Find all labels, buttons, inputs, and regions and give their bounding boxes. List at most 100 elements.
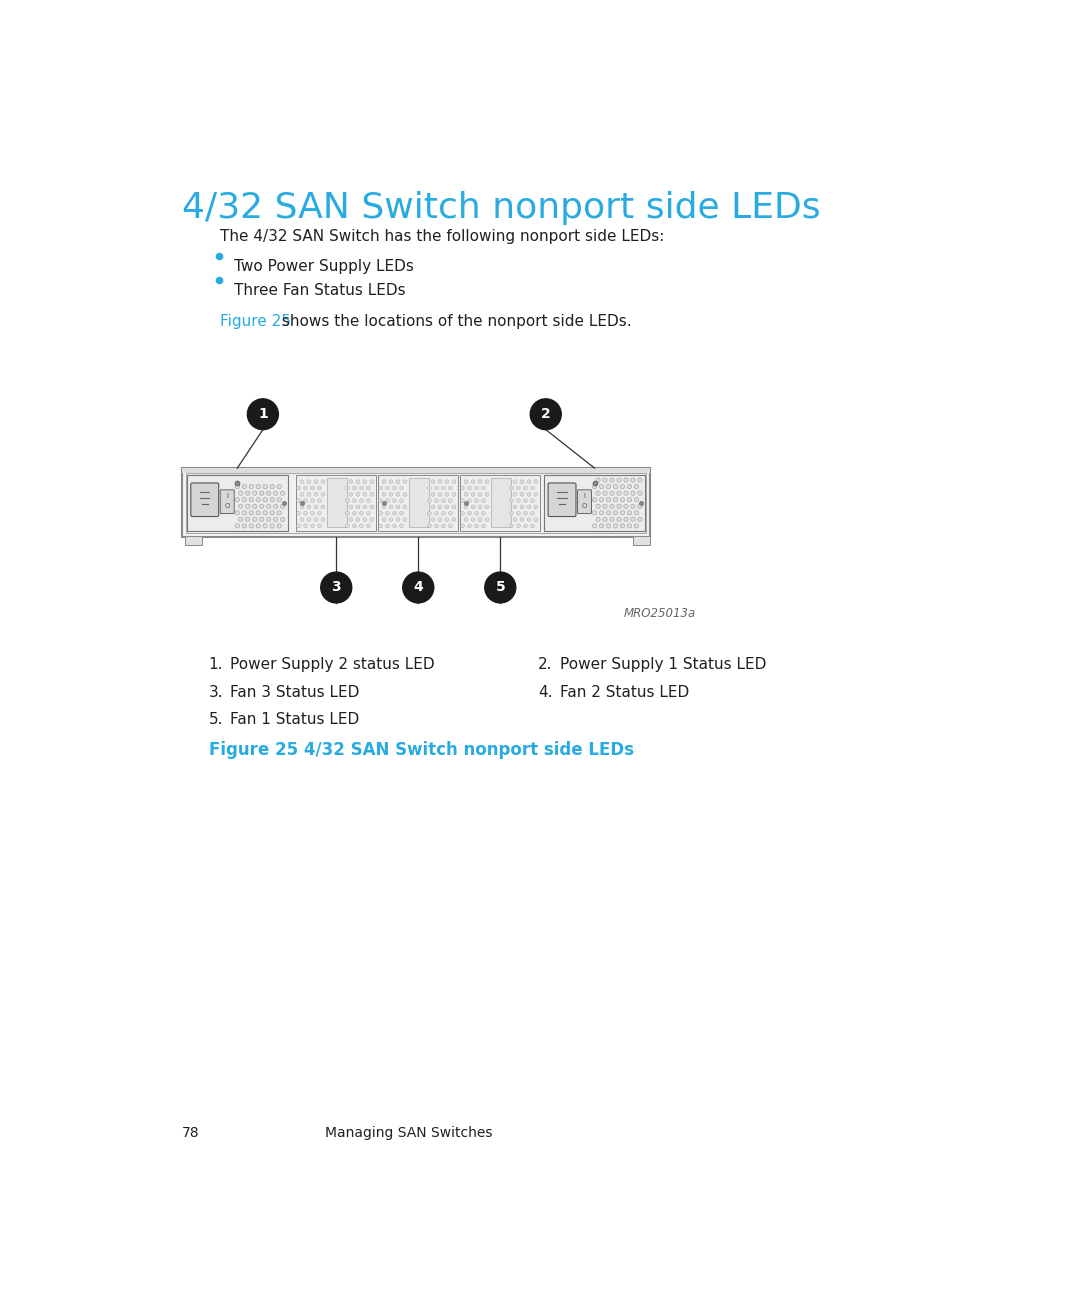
Circle shape [273, 517, 278, 521]
FancyBboxPatch shape [490, 478, 511, 527]
Circle shape [445, 505, 449, 509]
Circle shape [510, 524, 513, 527]
Circle shape [627, 485, 632, 489]
Circle shape [524, 512, 527, 516]
Circle shape [366, 524, 370, 527]
Circle shape [624, 517, 629, 521]
Text: MRO25013a: MRO25013a [623, 607, 696, 619]
FancyBboxPatch shape [181, 468, 650, 538]
Circle shape [448, 499, 453, 503]
Circle shape [593, 524, 597, 527]
Circle shape [471, 505, 475, 509]
Circle shape [606, 511, 610, 515]
Circle shape [403, 480, 407, 483]
Circle shape [624, 478, 629, 482]
Circle shape [389, 505, 393, 509]
Circle shape [392, 499, 396, 503]
Circle shape [307, 505, 311, 509]
Circle shape [352, 486, 356, 490]
Circle shape [478, 492, 482, 496]
Circle shape [620, 485, 624, 489]
Circle shape [627, 498, 632, 502]
Circle shape [281, 504, 285, 508]
Circle shape [396, 492, 400, 496]
Text: Two Power Supply LEDs: Two Power Supply LEDs [234, 259, 414, 273]
Circle shape [300, 517, 303, 521]
Circle shape [356, 505, 360, 509]
Circle shape [530, 524, 535, 527]
Circle shape [527, 517, 531, 521]
Text: Fan 3 Status LED: Fan 3 Status LED [230, 684, 360, 700]
Circle shape [448, 512, 453, 516]
Circle shape [617, 491, 621, 495]
Circle shape [442, 499, 445, 503]
Text: 4.: 4. [538, 684, 553, 700]
Circle shape [634, 524, 638, 527]
Circle shape [273, 491, 278, 495]
Circle shape [596, 478, 600, 482]
Circle shape [478, 505, 482, 509]
FancyBboxPatch shape [460, 476, 540, 530]
Circle shape [617, 478, 621, 482]
Circle shape [392, 486, 396, 490]
Circle shape [300, 480, 303, 483]
Circle shape [461, 499, 464, 503]
FancyBboxPatch shape [191, 483, 218, 517]
Circle shape [256, 524, 260, 527]
Circle shape [245, 517, 249, 521]
Circle shape [438, 517, 442, 521]
Circle shape [370, 517, 374, 521]
Circle shape [259, 517, 264, 521]
Circle shape [314, 480, 318, 483]
Circle shape [242, 485, 246, 489]
Circle shape [242, 511, 246, 515]
Circle shape [386, 524, 390, 527]
Circle shape [485, 480, 489, 483]
Circle shape [403, 572, 434, 603]
Circle shape [428, 524, 431, 527]
Circle shape [256, 498, 260, 502]
Circle shape [448, 486, 453, 490]
Circle shape [524, 486, 527, 490]
Circle shape [596, 491, 600, 495]
Circle shape [603, 491, 607, 495]
Circle shape [593, 485, 597, 489]
Circle shape [346, 499, 349, 503]
Circle shape [379, 512, 382, 516]
Circle shape [599, 485, 604, 489]
Circle shape [596, 517, 600, 521]
Circle shape [627, 511, 632, 515]
Circle shape [474, 512, 478, 516]
Text: Figure 25 4/32 SAN Switch nonport side LEDs: Figure 25 4/32 SAN Switch nonport side L… [208, 741, 634, 759]
Circle shape [300, 492, 303, 496]
Circle shape [603, 478, 607, 482]
Circle shape [610, 504, 615, 508]
Circle shape [382, 492, 386, 496]
Circle shape [510, 512, 513, 516]
Circle shape [270, 524, 274, 527]
Circle shape [382, 505, 386, 509]
Circle shape [349, 492, 353, 496]
Circle shape [356, 492, 360, 496]
Circle shape [482, 499, 485, 503]
Circle shape [267, 504, 271, 508]
Circle shape [264, 498, 268, 502]
Circle shape [389, 492, 393, 496]
Circle shape [239, 491, 243, 495]
Circle shape [620, 511, 624, 515]
Circle shape [524, 524, 527, 527]
Circle shape [530, 486, 535, 490]
Circle shape [318, 499, 322, 503]
Circle shape [273, 504, 278, 508]
Circle shape [638, 504, 643, 508]
Circle shape [434, 486, 438, 490]
Circle shape [259, 504, 264, 508]
Circle shape [613, 524, 618, 527]
Text: 2: 2 [541, 407, 551, 421]
Text: 4: 4 [414, 581, 423, 595]
FancyBboxPatch shape [544, 476, 645, 530]
Circle shape [239, 517, 243, 521]
Circle shape [451, 480, 456, 483]
Circle shape [468, 499, 472, 503]
Text: Power Supply 2 status LED: Power Supply 2 status LED [230, 657, 435, 671]
